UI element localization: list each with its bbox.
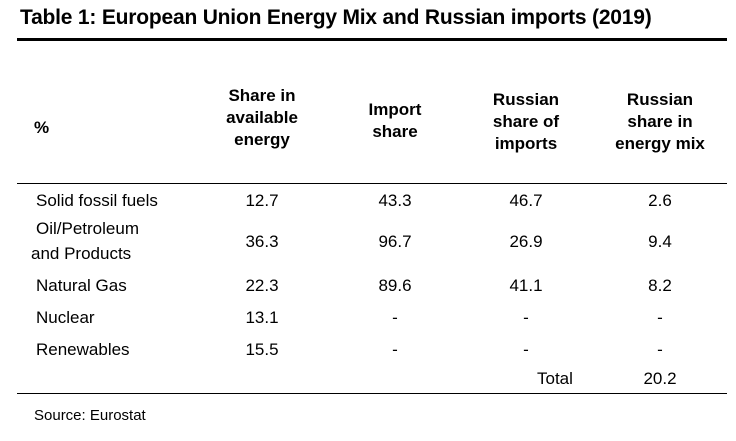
header-line: energy bbox=[234, 130, 290, 149]
row-label: and Products bbox=[31, 244, 132, 263]
header-line: share bbox=[372, 122, 418, 141]
cell-share-available: 12.7 bbox=[245, 191, 279, 210]
cell-russian-share-mix: - bbox=[657, 340, 663, 359]
cell-russian-share-imports: - bbox=[523, 308, 529, 327]
cell-import-share: 43.3 bbox=[378, 191, 412, 210]
header-line: Share in bbox=[228, 86, 296, 105]
header-rule bbox=[17, 183, 727, 184]
header-russian-share-energy-mix: Russian share in energy mix bbox=[592, 89, 728, 155]
row-label: Renewables bbox=[36, 340, 130, 359]
header-import-share: Import share bbox=[330, 99, 460, 143]
row-label: Solid fossil fuels bbox=[36, 191, 158, 210]
header-line: available bbox=[226, 108, 298, 127]
cell-share-available: 22.3 bbox=[245, 276, 279, 295]
cell-import-share: 89.6 bbox=[378, 276, 412, 295]
header-line: energy mix bbox=[615, 134, 705, 153]
header-line: share of bbox=[492, 112, 560, 131]
cell-russian-share-mix: 9.4 bbox=[648, 232, 672, 251]
source-note: Source: Eurostat bbox=[34, 407, 146, 424]
header-line: Russian bbox=[626, 90, 694, 109]
cell-russian-share-imports: 41.1 bbox=[509, 276, 543, 295]
row-label: Nuclear bbox=[36, 308, 95, 327]
row-label: Natural Gas bbox=[36, 276, 127, 295]
header-share-available-energy: Share in available energy bbox=[192, 85, 332, 151]
unit-header: % bbox=[34, 118, 50, 137]
cell-import-share: 96.7 bbox=[378, 232, 412, 251]
table-title: Table 1: European Union Energy Mix and R… bbox=[20, 6, 652, 29]
cell-russian-share-imports: 26.9 bbox=[509, 232, 543, 251]
top-rule bbox=[17, 38, 727, 41]
cell-share-available: 15.5 bbox=[245, 340, 279, 359]
total-value: 20.2 bbox=[643, 369, 677, 388]
cell-share-available: 36.3 bbox=[245, 232, 279, 251]
header-line: share in bbox=[627, 112, 693, 131]
header-line: Import bbox=[368, 100, 422, 119]
header-line: Russian bbox=[492, 90, 560, 109]
cell-russian-share-mix: - bbox=[657, 308, 663, 327]
bottom-rule bbox=[17, 393, 727, 394]
cell-russian-share-mix: 2.6 bbox=[648, 191, 672, 210]
cell-russian-share-mix: 8.2 bbox=[648, 276, 672, 295]
header-russian-share-imports: Russian share of imports bbox=[461, 89, 591, 155]
cell-import-share: - bbox=[392, 308, 398, 327]
total-label: Total bbox=[537, 369, 573, 388]
cell-share-available: 13.1 bbox=[245, 308, 279, 327]
cell-russian-share-imports: - bbox=[523, 340, 529, 359]
header-line: imports bbox=[494, 134, 558, 153]
cell-import-share: - bbox=[392, 340, 398, 359]
cell-russian-share-imports: 46.7 bbox=[509, 191, 543, 210]
row-label: Oil/Petroleum bbox=[36, 219, 139, 238]
